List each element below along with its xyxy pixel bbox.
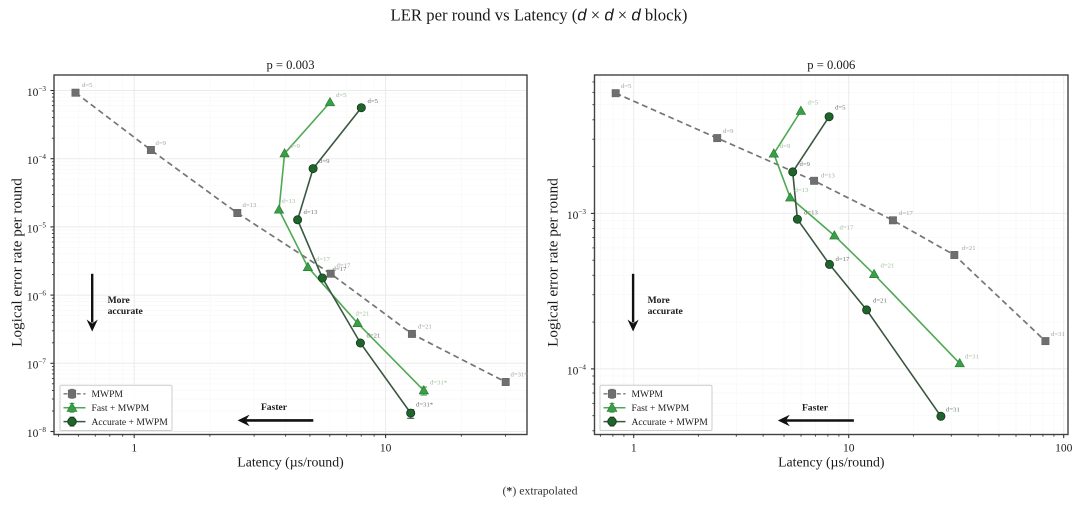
svg-text:d=13: d=13 <box>821 173 835 180</box>
svg-text:Fast + MWPM: Fast + MWPM <box>92 403 150 414</box>
svg-text:d=21: d=21 <box>962 245 976 252</box>
svg-text:Accurate + MWPM: Accurate + MWPM <box>92 417 169 428</box>
svg-text:d=21: d=21 <box>367 333 381 340</box>
svg-text:d=5: d=5 <box>368 98 379 105</box>
svg-text:d=9: d=9 <box>780 143 791 150</box>
svg-text:Accurate + MWPM: Accurate + MWPM <box>632 417 709 428</box>
svg-text:10: 10 <box>843 443 855 455</box>
svg-text:d=31*: d=31* <box>430 380 448 387</box>
svg-text:10: 10 <box>380 443 392 455</box>
svg-text:d=31*: d=31* <box>511 372 529 379</box>
svg-text:d=5: d=5 <box>808 100 819 107</box>
svg-text:d=31*: d=31* <box>416 402 434 409</box>
svg-text:(*) extrapolated: (*) extrapolated <box>502 484 577 498</box>
svg-text:More: More <box>648 295 671 306</box>
svg-text:d=9: d=9 <box>290 143 301 150</box>
svg-text:Faster: Faster <box>802 403 829 414</box>
svg-text:d=5: d=5 <box>336 92 347 99</box>
svg-text:d=13: d=13 <box>243 202 257 209</box>
svg-text:d=31: d=31 <box>965 354 979 361</box>
svg-text:d=9: d=9 <box>800 161 811 168</box>
svg-text:MWPM: MWPM <box>92 389 124 400</box>
svg-text:Logical error rate per round: Logical error rate per round <box>8 178 25 347</box>
svg-text:d=31: d=31 <box>946 407 960 414</box>
svg-text:Logical error rate per round: Logical error rate per round <box>545 178 562 347</box>
svg-text:d=17: d=17 <box>337 263 351 270</box>
svg-text:MWPM: MWPM <box>632 389 664 400</box>
svg-text:Faster: Faster <box>261 402 288 413</box>
svg-text:d=31: d=31 <box>1051 331 1065 338</box>
svg-text:d=9: d=9 <box>319 158 330 165</box>
svg-text:accurate: accurate <box>108 306 144 317</box>
svg-text:d=17: d=17 <box>840 225 854 232</box>
svg-text:p = 0.006: p = 0.006 <box>807 58 855 72</box>
svg-text:d=13: d=13 <box>304 209 318 216</box>
svg-text:d=13: d=13 <box>795 187 809 194</box>
svg-text:d=9: d=9 <box>156 140 167 147</box>
svg-text:d=9: d=9 <box>723 128 734 135</box>
svg-text:Latency (µs/round): Latency (µs/round) <box>237 455 343 471</box>
svg-text:d=17: d=17 <box>333 266 347 273</box>
svg-text:LER per round vs Latency (d ×: LER per round vs Latency (d × d × d bloc… <box>391 6 688 25</box>
svg-text:d=21: d=21 <box>418 324 432 331</box>
svg-text:d=17: d=17 <box>899 210 913 217</box>
svg-text:1: 1 <box>131 443 137 455</box>
svg-text:d=21: d=21 <box>881 263 895 270</box>
svg-text:d=13: d=13 <box>282 198 296 205</box>
svg-text:More: More <box>108 295 131 306</box>
svg-text:d=5: d=5 <box>835 105 846 112</box>
svg-text:d=17: d=17 <box>836 256 850 263</box>
svg-text:d=21: d=21 <box>873 298 887 305</box>
svg-text:d=5: d=5 <box>621 83 632 90</box>
svg-text:Latency (µs/round): Latency (µs/round) <box>778 455 884 471</box>
svg-text:d=5: d=5 <box>82 82 93 89</box>
svg-text:accurate: accurate <box>648 306 684 317</box>
svg-text:d=17: d=17 <box>316 256 330 263</box>
svg-text:100: 100 <box>1055 443 1073 455</box>
svg-text:p = 0.003: p = 0.003 <box>266 58 314 72</box>
svg-text:Fast + MWPM: Fast + MWPM <box>632 403 690 414</box>
svg-text:d=13: d=13 <box>804 210 818 217</box>
svg-text:d=21: d=21 <box>356 311 370 318</box>
svg-text:1: 1 <box>631 443 637 455</box>
